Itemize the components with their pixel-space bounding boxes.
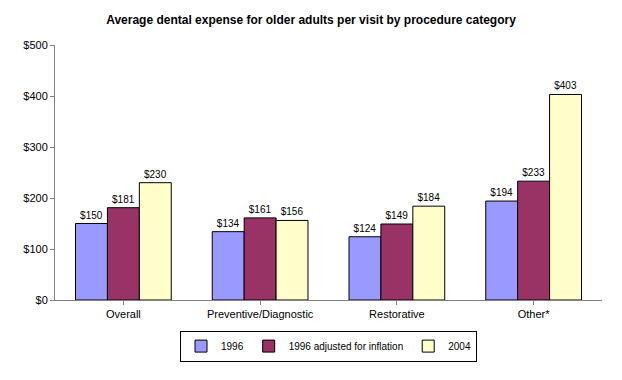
svg-text:$150: $150	[80, 210, 103, 221]
svg-text:$300: $300	[23, 141, 47, 153]
svg-text:$200: $200	[23, 192, 47, 204]
svg-text:$184: $184	[417, 192, 440, 203]
svg-text:$230: $230	[144, 169, 167, 180]
svg-text:$194: $194	[490, 187, 513, 198]
svg-text:$403: $403	[554, 80, 577, 91]
svg-text:1996: 1996	[221, 341, 244, 352]
svg-text:Restorative: Restorative	[369, 308, 425, 320]
svg-text:2004: 2004	[448, 341, 471, 352]
svg-text:$124: $124	[354, 223, 377, 234]
svg-text:$400: $400	[23, 90, 47, 102]
svg-text:$156: $156	[281, 206, 304, 217]
svg-text:$134: $134	[217, 218, 240, 229]
svg-text:Overall: Overall	[106, 308, 141, 320]
svg-text:$161: $161	[249, 204, 272, 215]
svg-text:1996 adjusted for inflation: 1996 adjusted for inflation	[289, 341, 404, 352]
svg-text:$181: $181	[112, 194, 135, 205]
svg-text:Average dental expense for old: Average dental expense for older adults …	[106, 13, 516, 27]
svg-text:$149: $149	[386, 210, 409, 221]
svg-text:Preventive/Diagnostic: Preventive/Diagnostic	[207, 308, 314, 320]
svg-text:$100: $100	[23, 243, 47, 255]
svg-text:$0: $0	[36, 294, 48, 306]
svg-text:$500: $500	[23, 39, 47, 51]
svg-text:$233: $233	[522, 167, 545, 178]
svg-text:Other*: Other*	[518, 308, 551, 320]
